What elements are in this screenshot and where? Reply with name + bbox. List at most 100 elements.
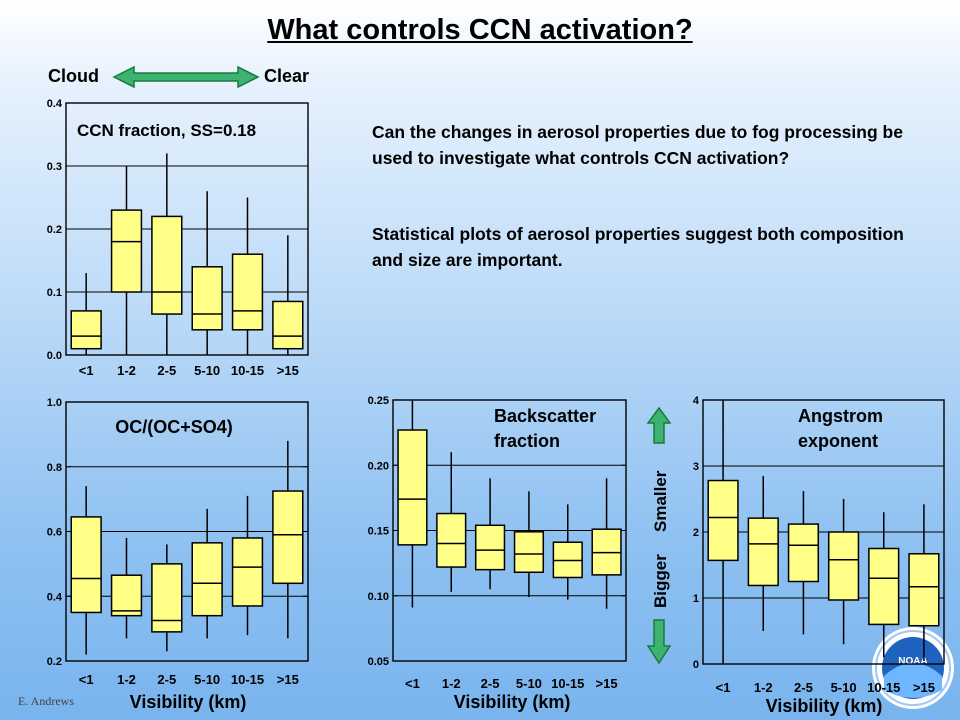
chart-3: 0.05 0.10 0.15 0.20 0.25 <1 1-2 2-5 5-10 10-15 >15… [368,395,627,712]
x-category-label: <1 [716,680,731,695]
iqr-box [191,542,223,617]
box-1-2 [436,452,467,592]
box-1-2 [110,166,143,355]
x-category-label: 2-5 [157,672,176,687]
box-2-5 [474,478,506,590]
x-category-label: >15 [277,672,299,687]
noaa-logo-text: NOAA [898,656,927,667]
x-axis-title: Visibility (km) [766,696,883,716]
charts-group: 0.0 0.1 0.2 0.3 0.4 <1 1-2 2-5 5-10 10-15 >15 CCN f… [47,98,945,716]
iqr-box [272,300,304,350]
up-arrow-icon [646,406,672,444]
iqr-box [513,531,545,574]
x-category-label: 5-10 [831,680,857,695]
box-5-10 [191,191,223,355]
x-category-label: 1-2 [754,680,773,695]
x-category-label: 5-10 [516,676,542,691]
iqr-box [474,524,506,571]
y-tick-label: 1 [693,593,699,605]
x-category-label: <1 [79,363,94,378]
box->15 [591,478,622,609]
box->15 [272,440,304,639]
y-tick-label: 2 [693,527,699,539]
box-2-5 [151,544,183,652]
box-<1 [70,273,102,355]
y-tick-label: 0.4 [47,591,63,603]
y-tick-label: 0.25 [368,395,389,407]
box-5-10 [827,499,860,645]
y-tick-label: 0.10 [368,591,389,603]
x-category-label: 2-5 [157,363,176,378]
box-1-2 [110,537,143,639]
x-category-label: <1 [79,672,94,687]
question-text: Can the changes in aerosol properties du… [372,122,903,168]
chart-4: 0 1 2 3 4 <1 1-2 2-5 5-10 10-15 >15 Angstrom exponen… [693,395,945,716]
y-tick-label: 0.2 [47,656,62,668]
smaller-label: Smaller [651,470,670,532]
x-category-label: 10-15 [231,363,264,378]
bigger-label: Bigger [651,554,670,608]
x-category-label: 5-10 [194,672,220,687]
cloud-clear-double-arrow [112,65,260,89]
iqr-box [827,531,860,601]
iqr-box [231,253,264,331]
x-category-label: 1-2 [442,676,461,691]
y-tick-label: 3 [693,461,699,473]
chart-1: 0.0 0.1 0.2 0.3 0.4 <1 1-2 2-5 5-10 10-15 >15 CCN f… [47,98,309,378]
iqr-box [787,523,820,583]
cloud-label: Cloud [48,66,99,86]
x-category-label: 5-10 [194,363,220,378]
chart-title: Angstrom exponent [798,406,883,451]
iqr-box [397,429,428,546]
noaa-logo: NOAA [872,627,954,709]
chart-title: Backscatter fraction [494,406,596,451]
y-tick-label: 0.1 [47,287,62,299]
x-category-label: >15 [277,363,299,378]
iqr-box [110,574,143,617]
y-tick-label: 0.6 [47,527,62,539]
iqr-box [191,266,223,331]
x-category-label: <1 [405,676,420,691]
y-tick-label: 0.2 [47,224,62,236]
iqr-box [70,516,102,614]
y-tick-label: 0.20 [368,460,389,472]
iqr-box [707,479,739,562]
box->15 [272,235,304,355]
box-2-5 [151,153,183,355]
x-category-label: >15 [913,680,935,695]
y-tick-label: 4 [693,395,700,407]
down-arrow-icon [646,619,672,665]
iqr-box [747,517,779,587]
box-2-5 [787,491,820,635]
box-10-15 [868,512,900,658]
iqr-box [436,512,467,568]
y-tick-label: 1.0 [47,397,62,409]
chart-2: 0.2 0.4 0.6 0.8 1.0 <1 1-2 2-5 5-10 10-15 >15 OC/(O… [47,397,309,712]
box-1-2 [747,475,779,631]
box-<1 [70,486,102,655]
iqr-box [868,547,900,626]
box-10-15 [552,504,583,600]
y-tick-label: 0.8 [47,462,62,474]
iqr-box [908,553,940,627]
author-credit: E. Andrews [18,694,74,708]
box-<1 [707,400,739,664]
box->15 [908,504,940,661]
clear-label: Clear [264,66,310,86]
box-10-15 [231,495,264,636]
y-tick-label: 0 [693,659,699,671]
iqr-box [70,310,102,350]
y-tick-label: 0.15 [368,526,389,538]
x-axis-title: Visibility (km) [130,692,247,712]
chart-title: CCN fraction, SS=0.18 [77,121,256,140]
statement-text: Statistical plots of aerosol properties … [372,224,904,270]
iqr-box [110,209,143,293]
iqr-box [272,490,304,585]
y-tick-label: 0.0 [47,350,62,362]
x-category-label: 10-15 [867,680,900,695]
x-category-label: 1-2 [117,363,136,378]
box-10-15 [231,197,264,355]
box-5-10 [191,508,223,639]
iqr-box [231,537,264,607]
